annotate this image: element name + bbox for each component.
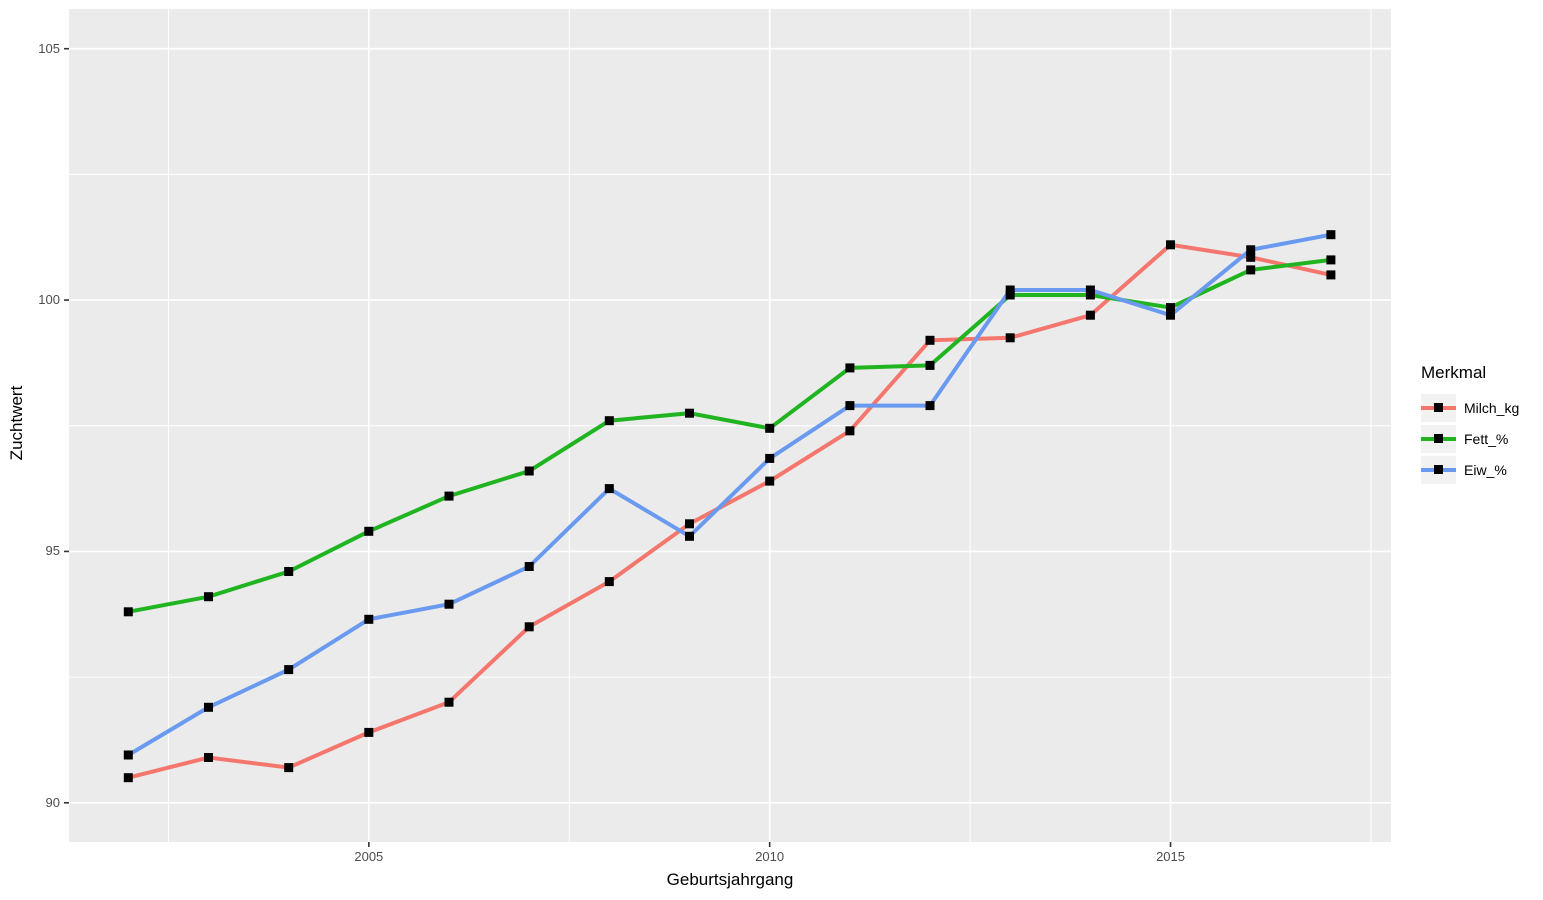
data-point-Eiw_% bbox=[1326, 230, 1336, 240]
legend-key-point bbox=[1434, 434, 1443, 443]
series-line-Eiw_% bbox=[127, 232, 1332, 757]
legend-label: Eiw_% bbox=[1464, 462, 1507, 478]
data-point-Eiw_% bbox=[204, 702, 213, 712]
data-point-Milch_kg bbox=[604, 577, 614, 587]
data-point-Fett_% bbox=[204, 592, 213, 602]
data-point-Fett_% bbox=[364, 526, 374, 536]
x-tick-label: 2005 bbox=[354, 849, 384, 864]
x-tick-label: 2010 bbox=[755, 849, 785, 864]
legend-key-icon bbox=[1421, 456, 1456, 484]
y-tick-label: 100 bbox=[38, 292, 60, 308]
data-point-Fett_% bbox=[765, 423, 775, 433]
data-point-Eiw_% bbox=[1005, 285, 1015, 295]
data-point-Milch_kg bbox=[685, 519, 694, 529]
x-axis-title: Geburtsjahrgang bbox=[666, 870, 794, 889]
legend-label: Fett_% bbox=[1464, 431, 1509, 447]
legend-label: Milch_kg bbox=[1464, 400, 1520, 416]
data-point-Fett_% bbox=[284, 567, 294, 576]
data-point-Fett_% bbox=[123, 607, 133, 617]
data-point-Milch_kg bbox=[1005, 333, 1015, 343]
series-line-Milch_kg bbox=[127, 242, 1332, 780]
y-axis-title: Zuchtwert bbox=[7, 385, 26, 461]
data-point-Eiw_% bbox=[1085, 285, 1095, 295]
data-point-Eiw_% bbox=[284, 665, 294, 675]
data-point-Milch_kg bbox=[204, 753, 213, 762]
data-point-Fett_% bbox=[845, 363, 855, 373]
data-point-Fett_% bbox=[1246, 265, 1256, 275]
data-point-Eiw_% bbox=[925, 401, 935, 411]
data-point-Eiw_% bbox=[444, 599, 454, 609]
data-point-Fett_% bbox=[1326, 255, 1336, 265]
legend-item-Eiw_%[interactable]: Eiw_% bbox=[1421, 456, 1519, 484]
data-point-Fett_% bbox=[1005, 290, 1015, 300]
legend-title: Merkmal bbox=[1421, 363, 1487, 382]
data-point-Eiw_% bbox=[364, 614, 374, 624]
data-point-Eiw_% bbox=[765, 453, 775, 463]
data-point-Eiw_% bbox=[685, 531, 694, 541]
data-point-Milch_kg bbox=[123, 773, 133, 783]
legend-item-Milch_kg[interactable]: Milch_kg bbox=[1421, 394, 1519, 422]
legend-key-point bbox=[1434, 465, 1443, 474]
legend-key-point bbox=[1434, 403, 1443, 412]
data-point-Milch_kg bbox=[845, 426, 855, 436]
legend-item-Fett_%[interactable]: Fett_% bbox=[1421, 425, 1519, 453]
data-point-Milch_kg bbox=[1085, 310, 1095, 320]
legend-key-icon bbox=[1421, 425, 1456, 453]
data-point-Fett_% bbox=[444, 491, 454, 501]
data-point-Fett_% bbox=[1166, 303, 1175, 313]
data-point-Eiw_% bbox=[1246, 245, 1256, 255]
y-tick-label: 105 bbox=[38, 40, 60, 56]
data-point-Milch_kg bbox=[524, 622, 534, 632]
data-point-Milch_kg bbox=[1166, 240, 1175, 250]
legend: Merkmal Milch_kg Fett_% Eiw_% bbox=[1421, 363, 1519, 487]
y-tick-label: 95 bbox=[45, 543, 60, 559]
data-point-Fett_% bbox=[524, 466, 534, 476]
data-point-Eiw_% bbox=[845, 401, 855, 411]
data-point-Eiw_% bbox=[604, 484, 614, 494]
y-tick-label: 90 bbox=[45, 794, 60, 810]
data-point-Eiw_% bbox=[1166, 310, 1175, 320]
legend-items: Milch_kg Fett_% Eiw_% bbox=[1421, 394, 1519, 484]
legend-key-icon bbox=[1421, 394, 1456, 422]
data-point-Fett_% bbox=[925, 360, 935, 370]
x-tick-label: 2015 bbox=[1156, 849, 1185, 864]
data-point-Milch_kg bbox=[444, 697, 454, 707]
data-point-Milch_kg bbox=[925, 335, 935, 345]
data-point-Fett_% bbox=[685, 408, 694, 418]
data-point-Fett_% bbox=[1085, 290, 1095, 300]
data-point-Milch_kg bbox=[284, 763, 294, 773]
data-point-Milch_kg bbox=[364, 727, 374, 737]
data-point-Milch_kg bbox=[1246, 252, 1256, 262]
data-point-Eiw_% bbox=[123, 750, 133, 760]
data-point-Milch_kg bbox=[765, 476, 775, 486]
data-point-Milch_kg bbox=[1326, 270, 1336, 280]
data-point-Eiw_% bbox=[524, 562, 534, 571]
data-point-Fett_% bbox=[604, 416, 614, 426]
